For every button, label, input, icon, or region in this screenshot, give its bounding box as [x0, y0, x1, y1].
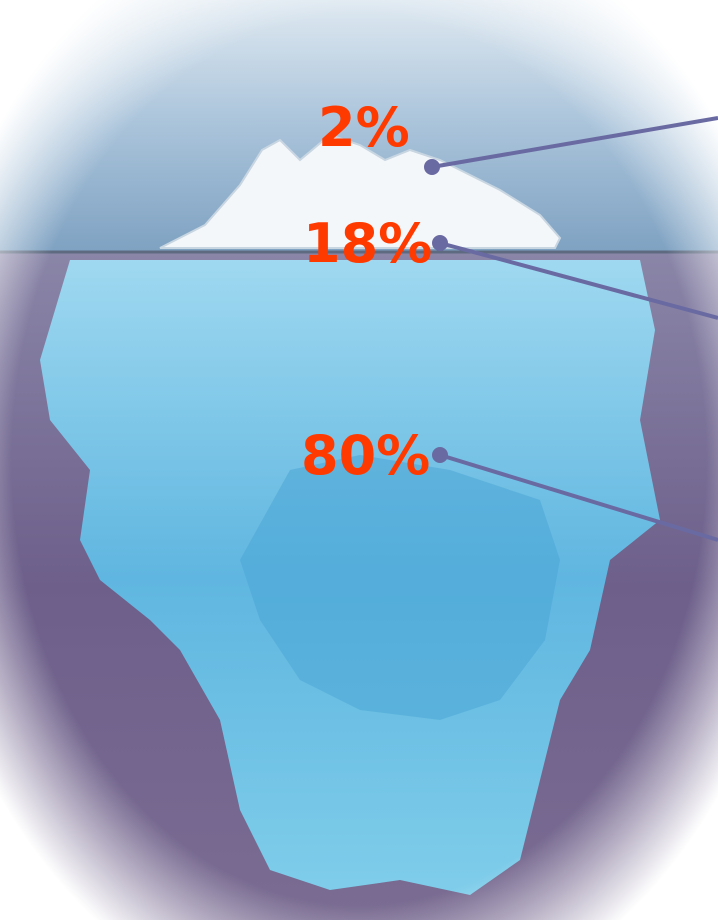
percent-label: 80%: [301, 424, 430, 487]
percent-label: 18%: [303, 212, 432, 275]
page: 2% 18% 80% (() => { const data = JSON.pa…: [0, 0, 718, 920]
percent-label: 2%: [318, 96, 410, 159]
pointer-dot: [434, 237, 446, 249]
pointer-dot: [426, 161, 438, 173]
pointer-dot: [434, 449, 446, 461]
iceberg-diagram: 2% 18% 80%: [0, 0, 718, 920]
